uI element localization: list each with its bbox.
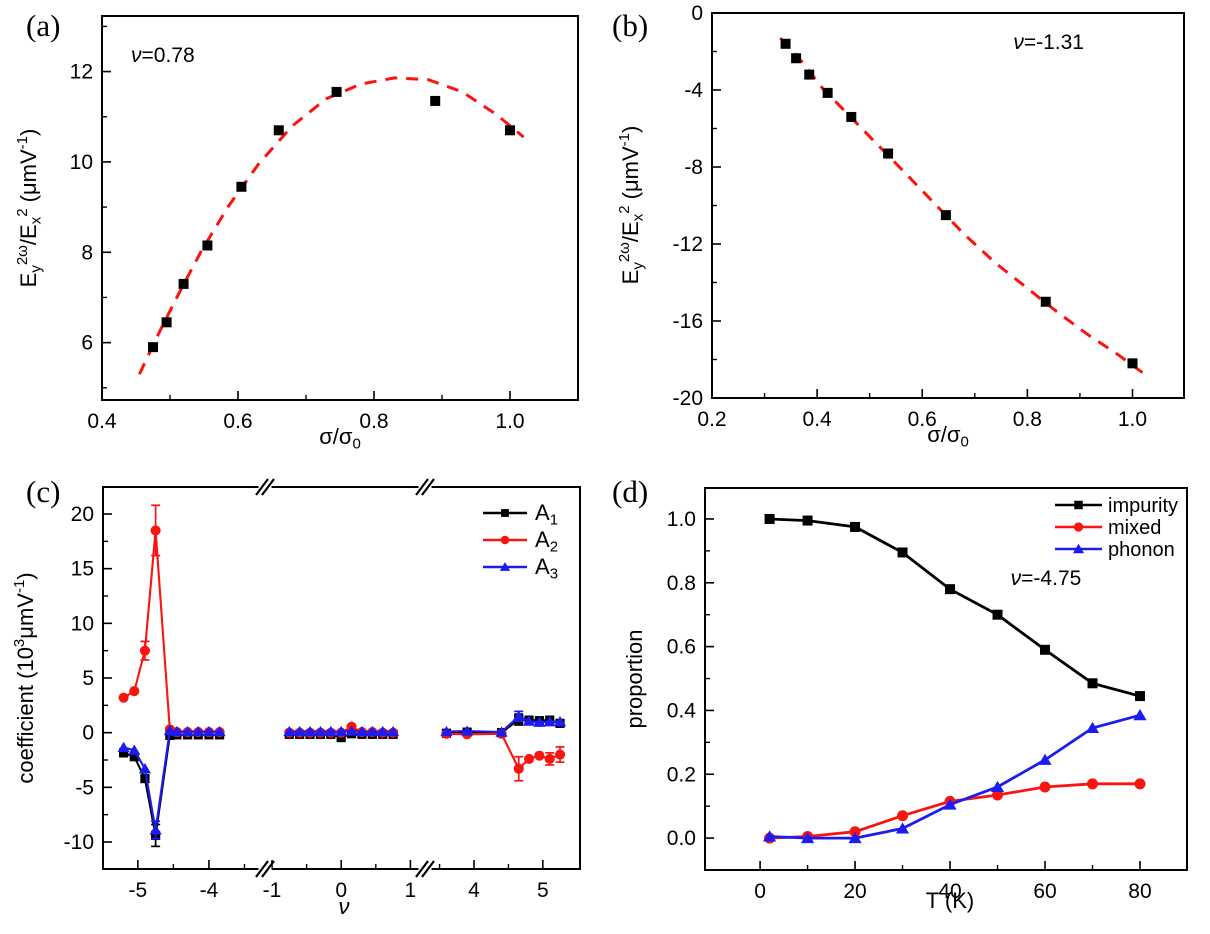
svg-text:4: 4 bbox=[468, 879, 480, 902]
svg-text:A2: A2 bbox=[535, 527, 558, 555]
panel-c: -5 -4 -1 0 1 4 5 -10 -5 0 5 10 15 20 A1 A2 A3 ν coefficien… bbox=[0, 467, 605, 934]
svg-text:phonon: phonon bbox=[1108, 539, 1175, 561]
svg-text:20: 20 bbox=[843, 880, 866, 903]
svg-text:20: 20 bbox=[71, 503, 94, 526]
svg-text:1.0: 1.0 bbox=[495, 410, 524, 433]
svg-text:12: 12 bbox=[70, 61, 93, 84]
svg-text:ν=-4.75: ν=-4.75 bbox=[1011, 567, 1082, 590]
svg-text:0: 0 bbox=[754, 880, 766, 903]
panel-b: 0.2 0.4 0.6 0.8 1.0 0 -4 -8 -12 -16 -20 ν=-1.31 σ/σ0… bbox=[605, 0, 1210, 467]
svg-text:1.0: 1.0 bbox=[1118, 408, 1147, 431]
svg-text:10: 10 bbox=[71, 612, 94, 635]
svg-text:-4: -4 bbox=[200, 879, 219, 902]
panel-label-b: (b) bbox=[612, 8, 649, 43]
svg-text:0.8: 0.8 bbox=[359, 410, 388, 433]
svg-text:-5: -5 bbox=[128, 879, 147, 902]
svg-text:1: 1 bbox=[405, 879, 417, 902]
svg-text:proportion: proportion bbox=[622, 629, 647, 728]
panel-label-a: (a) bbox=[26, 8, 61, 43]
svg-text:-16: -16 bbox=[673, 310, 703, 333]
svg-text:5: 5 bbox=[537, 879, 549, 902]
svg-text:mixed: mixed bbox=[1108, 517, 1161, 539]
svg-text:60: 60 bbox=[1033, 880, 1056, 903]
svg-text:0.2: 0.2 bbox=[697, 408, 726, 431]
svg-text:0.4: 0.4 bbox=[667, 699, 697, 722]
svg-text:0.6: 0.6 bbox=[667, 636, 696, 659]
panel-label-c: (c) bbox=[26, 474, 61, 509]
svg-text:-1: -1 bbox=[263, 879, 282, 902]
panel-d: 0 20 40 60 80 0.0 0.2 0.4 0.6 0.8 1.0 impurity mixed… bbox=[605, 467, 1210, 934]
svg-text:coefficient (103μmV-1): coefficient (103μmV-1) bbox=[11, 572, 38, 783]
svg-text:0.2: 0.2 bbox=[667, 763, 696, 786]
svg-text:10: 10 bbox=[70, 151, 93, 174]
svg-text:A1: A1 bbox=[535, 500, 558, 528]
svg-text:0.8: 0.8 bbox=[1013, 408, 1042, 431]
svg-text:impurity: impurity bbox=[1108, 495, 1178, 517]
svg-text:0: 0 bbox=[335, 879, 347, 902]
svg-text:0.8: 0.8 bbox=[667, 572, 696, 595]
svg-text:40: 40 bbox=[938, 880, 961, 903]
svg-text:15: 15 bbox=[71, 558, 94, 581]
svg-text:5: 5 bbox=[82, 667, 94, 690]
svg-text:0.4: 0.4 bbox=[87, 410, 117, 433]
svg-text:0.0: 0.0 bbox=[667, 827, 696, 850]
svg-text:ν: ν bbox=[339, 894, 350, 919]
svg-text:-12: -12 bbox=[673, 233, 703, 256]
panel-label-d: (d) bbox=[612, 474, 649, 509]
chart-a: 0.4 0.6 0.8 1.0 6 8 10 12 ν=0.78 σ/σ0 Ey2ω/Ex2 (μm… bbox=[14, 15, 579, 452]
svg-text:0.6: 0.6 bbox=[908, 408, 937, 431]
svg-text:T (K): T (K) bbox=[926, 888, 974, 913]
svg-text:-8: -8 bbox=[684, 156, 703, 179]
svg-text:σ/σ0: σ/σ0 bbox=[319, 424, 361, 452]
svg-text:-20: -20 bbox=[673, 387, 703, 410]
svg-text:80: 80 bbox=[1128, 880, 1151, 903]
svg-text:ν=0.78: ν=0.78 bbox=[131, 44, 195, 67]
svg-text:Ey2ω/Ex2 (μmV-1): Ey2ω/Ex2 (μmV-1) bbox=[616, 126, 646, 285]
svg-text:ν=-1.31: ν=-1.31 bbox=[1013, 31, 1084, 54]
svg-text:σ/σ0: σ/σ0 bbox=[927, 422, 969, 450]
svg-text:8: 8 bbox=[81, 241, 93, 264]
svg-text:6: 6 bbox=[81, 332, 93, 355]
chart-d: 0 20 40 60 80 0.0 0.2 0.4 0.6 0.8 1.0 impuritymixed… bbox=[622, 487, 1188, 913]
svg-text:0: 0 bbox=[82, 722, 94, 745]
svg-text:1.0: 1.0 bbox=[667, 508, 696, 531]
svg-text:A3: A3 bbox=[535, 554, 558, 582]
chart-b: 0.2 0.4 0.6 0.8 1.0 0 -4 -8 -12 -16 -20 ν=-1.31 σ/σ0… bbox=[616, 2, 1185, 450]
svg-text:0.6: 0.6 bbox=[223, 410, 252, 433]
svg-text:0: 0 bbox=[691, 2, 703, 25]
svg-text:-4: -4 bbox=[684, 79, 703, 102]
svg-text:-5: -5 bbox=[75, 776, 94, 799]
svg-text:Ey2ω/Ex2 (μmV-1): Ey2ω/Ex2 (μmV-1) bbox=[14, 129, 44, 288]
panel-a: 0.4 0.6 0.8 1.0 6 8 10 12 ν=0.78 σ/σ0 Ey2ω/Ex2 (μm… bbox=[0, 0, 605, 467]
svg-text:-10: -10 bbox=[64, 831, 94, 854]
svg-text:0.4: 0.4 bbox=[803, 408, 833, 431]
